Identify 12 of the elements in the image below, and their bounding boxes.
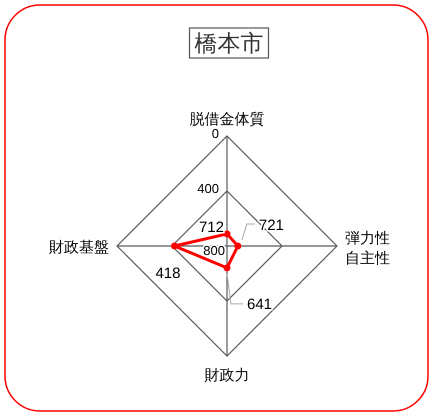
spoke-label: 脱借金体質 <box>190 111 264 128</box>
spoke-label: 財政力 <box>204 367 250 384</box>
data-label: 418 <box>155 265 180 282</box>
y-tick-label: 400 <box>197 181 219 196</box>
y-tick-label: 0 <box>212 126 219 141</box>
chart-title: 橋本市 <box>194 30 264 56</box>
spoke-label: 弾力性自主性 <box>345 230 390 267</box>
title: 橋本市 <box>188 27 270 59</box>
spoke-label: 財政基盤 <box>49 239 109 256</box>
data-label: 712 <box>198 218 224 236</box>
data-label: 641 <box>247 296 272 313</box>
y-tick-label: 800 <box>203 243 225 258</box>
